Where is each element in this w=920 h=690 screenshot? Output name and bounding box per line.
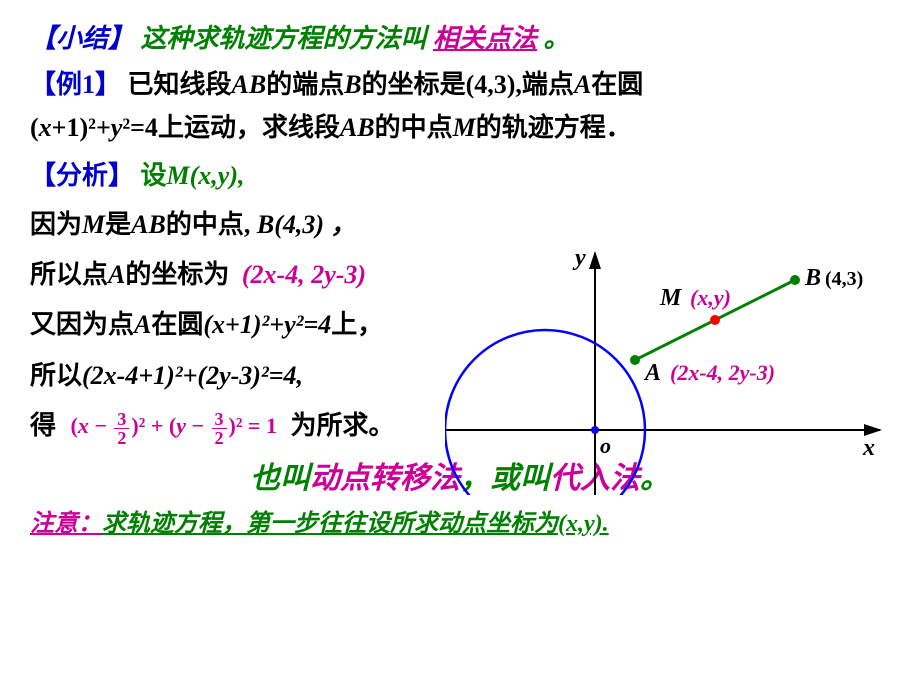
ex-bcoord: (4,3), [466, 70, 522, 99]
re-po2: )² = 1 [229, 413, 277, 438]
f1b: 动点转移法 [310, 462, 460, 495]
analysis-set: 设 [141, 161, 167, 190]
ex-t3: 的坐标是 [362, 70, 466, 99]
s2a: 所以点 [30, 260, 108, 289]
example-line-1: 【例1】 已知线段AB的端点B的坐标是(4,3),端点A在圆 [30, 67, 890, 103]
origin-dot [591, 426, 599, 434]
re-v1: x [78, 413, 89, 438]
re-n1: 3 [114, 410, 129, 429]
re-po1: )² + ( [131, 413, 176, 438]
s1-m: M [82, 210, 105, 239]
footer-2: 注意：求轨迹方程，第一步往往设所求动点坐标为(x,y). [30, 503, 890, 538]
ex-t2: 的端点 [266, 70, 344, 99]
f2c: (x,y). [558, 511, 609, 537]
title-prefix: 【小结】 [30, 24, 134, 53]
label-mxy: (x,y) [690, 285, 731, 310]
s1d: B(4,3) ， [257, 210, 357, 239]
analysis-label: 【分析】 [30, 161, 134, 190]
ex-y: y [111, 113, 123, 142]
f1a: 也叫 [250, 462, 310, 495]
result-equation: (x − 32)² + (y − 32)² = 1 [71, 413, 283, 438]
s1c: 的中点, [166, 210, 257, 239]
ex-t4: 端点 [522, 70, 574, 99]
title-method: 相关点法 [433, 24, 537, 53]
analysis-line: 【分析】 设M(x,y), [30, 158, 890, 194]
ex-t8: 的轨迹方程． [476, 113, 632, 142]
f2b: 求轨迹方程，第一步往往设所求动点坐标为 [102, 511, 558, 537]
re-m2: − [186, 413, 210, 438]
title-suffix: 。 [544, 24, 570, 53]
s3b: 在圆 [151, 310, 203, 339]
re-n2: 3 [212, 410, 227, 429]
ex-b: B [344, 70, 361, 99]
point-a [630, 355, 640, 365]
step-1: 因为M是AB的中点, B(4,3) ， [30, 207, 890, 243]
s1b: 是 [105, 210, 131, 239]
label-bcoord: (4,3) [825, 268, 863, 290]
ex-m: M [453, 113, 476, 142]
ex-t7: 的中点 [375, 113, 453, 142]
label-b: B [804, 265, 821, 291]
ex-p1: +1)²+ [52, 113, 111, 142]
s3a: 又因为点 [30, 310, 134, 339]
ex-ab: AB [232, 70, 267, 99]
f2a: 注意： [30, 511, 102, 537]
re-d1: 2 [114, 429, 129, 447]
ex-t1: 已知线段 [128, 70, 232, 99]
ex-eq: (x+1)²+y²=4 [30, 113, 158, 142]
ex-sq: ²=4 [122, 113, 158, 142]
label-acoord: (2x-4, 2y-3) [670, 360, 775, 385]
re-v2: y [176, 413, 186, 438]
s4b: (2x-4+1)²+(2y-3)²=4, [82, 361, 303, 390]
s1a: 因为 [30, 210, 82, 239]
re-p1: ( [71, 413, 78, 438]
title-mid: 这种求轨迹方程的方法叫 [141, 24, 427, 53]
s4a: 所以 [30, 361, 82, 390]
s2b: 的坐标为 [125, 260, 229, 289]
s3c: (x+1)²+y²=4 [203, 310, 331, 339]
example-line-2: (x+1)²+y²=4上运动，求线段AB的中点M的轨迹方程． [30, 110, 890, 146]
point-m [710, 315, 720, 325]
s5a: 得 [30, 411, 56, 440]
re-d2: 2 [212, 429, 227, 447]
ex-x: x [39, 113, 52, 142]
ex-a: A [574, 70, 591, 99]
s2-a: A [108, 260, 125, 289]
circle [445, 330, 645, 495]
s1-ab: AB [131, 210, 166, 239]
point-b [790, 275, 800, 285]
label-x: x [862, 435, 875, 461]
label-y: y [572, 245, 586, 271]
ex-t5: 在圆 [591, 70, 643, 99]
title-line: 【小结】 这种求轨迹方程的方法叫 相关点法 。 [30, 21, 890, 57]
diagram: y x o M (x,y) A (2x-4, 2y-3) B (4,3) [445, 245, 890, 495]
s3-a: A [134, 310, 151, 339]
label-a: A [643, 360, 661, 386]
re-m1: − [89, 413, 113, 438]
s5b: 为所求。 [290, 411, 394, 440]
label-o: o [600, 433, 611, 458]
s3d: 上， [331, 310, 383, 339]
analysis-mxy: M(x,y), [167, 161, 245, 190]
example-label: 【例1】 [30, 70, 121, 99]
s2-acoord: (2x-4, 2y-3) [242, 260, 366, 289]
ex-ab2: AB [340, 113, 375, 142]
label-m: M [659, 285, 683, 311]
ex-t6: 上运动，求线段 [158, 113, 340, 142]
